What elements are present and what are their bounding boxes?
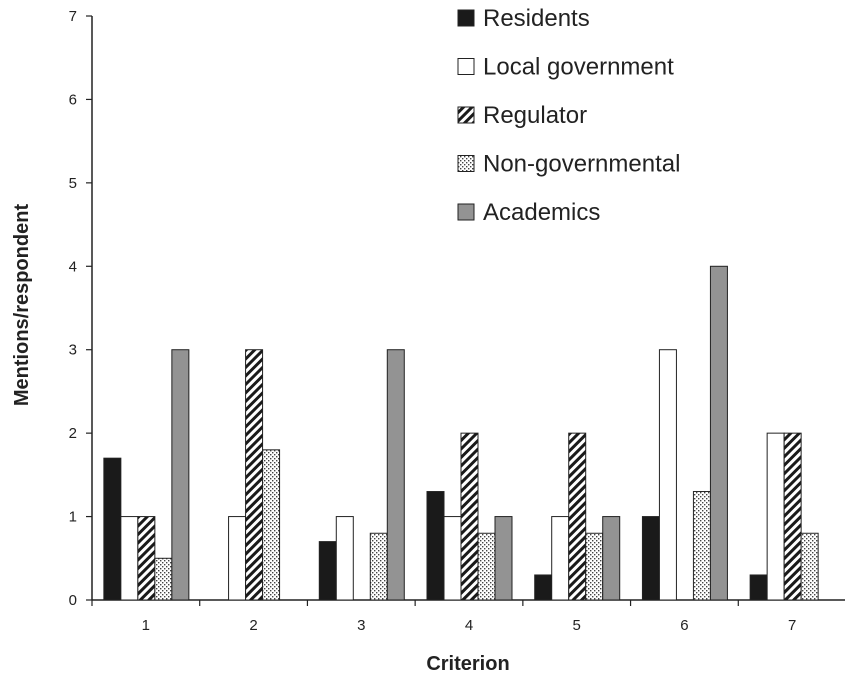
bar-non-governmental-1	[154, 557, 173, 601]
bar-regulator-1	[137, 516, 156, 601]
bar-regulator-7	[783, 432, 802, 601]
bar-non-governmental-4	[477, 532, 496, 601]
legend-swatch-local-government	[457, 58, 475, 75]
y-tick-label-7: 7	[69, 8, 77, 25]
x-tick-label-3: 3	[357, 617, 365, 634]
legend-label-local-government: Local government	[483, 54, 674, 81]
bar-local-government-1	[120, 516, 139, 601]
y-tick-label-5: 5	[69, 175, 77, 192]
bar-non-governmental-7	[800, 532, 819, 601]
y-tick-label-6: 6	[69, 91, 77, 108]
bar-non-governmental-5	[585, 532, 604, 601]
bar-local-government-7	[766, 432, 785, 601]
bar-residents-1	[103, 457, 122, 601]
bar-academics-4	[494, 516, 513, 601]
bar-regulator-4	[460, 432, 479, 601]
legend-swatch-residents	[457, 9, 475, 27]
y-tick-label-2: 2	[69, 425, 77, 442]
y-tick-label-4: 4	[69, 258, 77, 275]
legend-label-academics: Academics	[483, 199, 600, 226]
x-tick-label-7: 7	[788, 617, 796, 634]
y-tick-label-3: 3	[69, 342, 77, 359]
bar-local-government-4	[443, 516, 462, 601]
x-tick-label-6: 6	[680, 617, 688, 634]
bar-residents-4	[426, 491, 445, 601]
legend-swatch-regulator	[457, 106, 475, 124]
bar-academics-6	[709, 265, 728, 601]
bar-local-government-5	[551, 516, 570, 601]
legend: Residents Local government Regulator Non-go…	[457, 5, 680, 226]
bar-non-governmental-3	[369, 532, 388, 601]
bar-residents-3	[318, 541, 337, 601]
bar-academics-3	[386, 349, 405, 601]
bar-residents-7	[749, 574, 768, 601]
x-tick-label-5: 5	[573, 617, 581, 634]
bar-academics-5	[602, 516, 621, 601]
bar-local-government-6	[658, 349, 677, 601]
legend-label-regulator: Regulator	[483, 102, 587, 129]
bar-residents-5	[534, 574, 553, 601]
x-tick-label-1: 1	[142, 617, 150, 634]
y-axis-title: Mentions/respondent	[11, 204, 33, 407]
x-tick-label-2: 2	[249, 617, 257, 634]
y-tick-label-0: 0	[69, 592, 77, 609]
legend-swatch-non-governmental	[457, 155, 475, 172]
legend-swatch-academics	[457, 203, 475, 221]
x-axis-title: Criterion	[426, 653, 509, 673]
y-tick-label-1: 1	[69, 509, 77, 526]
bar-local-government-2	[228, 516, 247, 601]
legend-label-non-governmental: Non-governmental	[483, 151, 680, 178]
bar-non-governmental-2	[262, 449, 281, 601]
bar-local-government-3	[335, 516, 354, 601]
legend-label-residents: Residents	[483, 5, 590, 32]
bar-regulator-5	[568, 432, 587, 601]
x-tick-label-4: 4	[465, 617, 473, 634]
bar-academics-1	[171, 349, 190, 601]
bar-regulator-2	[245, 349, 264, 601]
plot-area: 0 1 2 3 4 5 6 7 1 2 3 4 5 6 7	[69, 8, 845, 634]
bar-non-governmental-6	[692, 491, 711, 601]
bar-residents-6	[641, 516, 660, 601]
